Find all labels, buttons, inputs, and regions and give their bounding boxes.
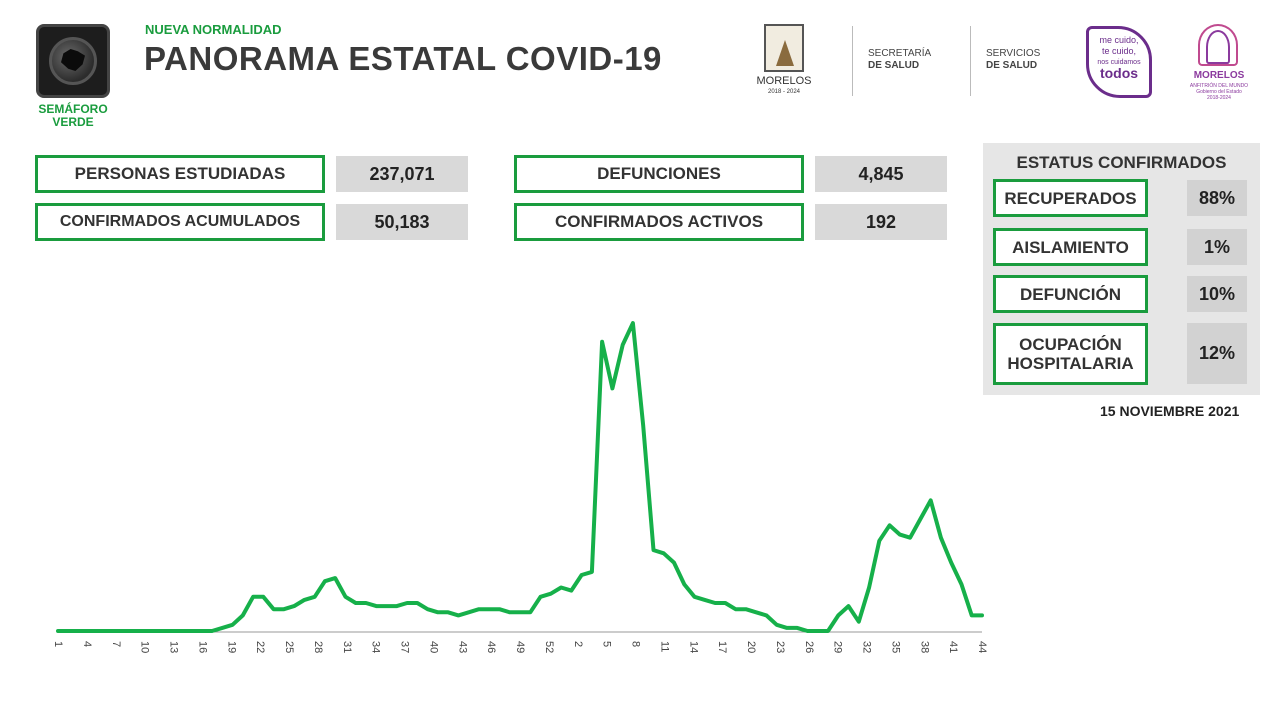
morelos-logo: MORELOS 2018 - 2024 — [752, 24, 816, 98]
x-tick-label: 37 — [399, 641, 411, 653]
x-tick-label: 10 — [139, 641, 151, 653]
confirmados-acumulados-value: 50,183 — [336, 204, 468, 240]
flower-logo-sub: ANFITRIÓN DEL MUNDO Gobierno del Estado … — [1186, 83, 1252, 101]
morelos-logo-years: 2018 - 2024 — [767, 89, 801, 95]
x-tick-label: 46 — [485, 641, 497, 653]
x-tick-label: 14 — [687, 641, 699, 653]
x-tick-label: 1 — [52, 641, 64, 647]
mecuido-line2: te cuido, — [1101, 46, 1137, 56]
x-tick-label: 8 — [630, 641, 642, 647]
x-tick-label: 19 — [225, 641, 237, 653]
x-tick-label: 7 — [110, 641, 122, 647]
ocupacion-label-line1: OCUPACIÓN — [1019, 335, 1122, 354]
page-title: PANORAMA ESTATAL COVID-19 — [144, 40, 662, 77]
state-map-icon — [61, 49, 85, 71]
x-tick-label: 41 — [947, 641, 959, 653]
x-tick-label: 13 — [168, 641, 180, 653]
x-tick-label: 32 — [861, 641, 873, 653]
x-tick-label: 20 — [745, 641, 757, 653]
x-tick-label: 4 — [81, 641, 93, 647]
secretaria-line2: DE SALUD — [868, 60, 920, 71]
flower-icon — [1198, 24, 1238, 66]
me-cuido-logo: me cuido, te cuido, nos cuidamos todos — [1086, 26, 1152, 98]
mecuido-line4: todos — [1099, 65, 1139, 81]
mecuido-line3: nos cuidamos — [1097, 59, 1141, 66]
confirmados-activos-value: 192 — [815, 204, 947, 240]
divider — [852, 26, 853, 96]
defunciones-label: DEFUNCIONES — [514, 155, 804, 193]
ocupacion-label-line2: HOSPITALARIA — [1007, 354, 1134, 373]
confirmados-acumulados-label: CONFIRMADOS ACUMULADOS — [35, 203, 325, 241]
personas-estudiadas-label: PERSONAS ESTUDIADAS — [35, 155, 325, 193]
defuncion-value: 10% — [1187, 276, 1247, 312]
x-tick-label: 44 — [976, 641, 988, 653]
x-tick-label: 38 — [918, 641, 930, 653]
x-tick-label: 23 — [774, 641, 786, 653]
defunciones-value: 4,845 — [815, 156, 947, 192]
x-tick-label: 35 — [889, 641, 901, 653]
x-tick-label: 11 — [658, 641, 670, 652]
morelos-logo-name: MORELOS — [756, 75, 812, 87]
x-tick-label: 17 — [716, 641, 728, 653]
x-tick-label: 31 — [341, 641, 353, 653]
status-panel: ESTATUS CONFIRMADOS RECUPERADOS 88% AISL… — [983, 143, 1260, 395]
x-tick-label: 52 — [543, 641, 555, 653]
x-tick-label: 22 — [254, 641, 266, 653]
x-tick-label: 26 — [803, 641, 815, 653]
x-tick-label: 16 — [196, 641, 208, 653]
servicios-line2: DE SALUD — [986, 60, 1038, 71]
semaforo-label: SEMÁFORO VERDE — [38, 102, 108, 129]
secretaria-logo: SECRETARÍA DE SALUD — [868, 48, 931, 72]
x-tick-label: 28 — [312, 641, 324, 653]
x-tick-label: 43 — [456, 641, 468, 653]
series-line-casos — [56, 321, 984, 633]
report-date: 15 NOVIEMBRE 2021 — [1100, 403, 1240, 419]
x-tick-label: 29 — [832, 641, 844, 653]
servicios-line1: SERVICIOS — [986, 48, 1041, 59]
aislamiento-value: 1% — [1187, 229, 1247, 265]
ocupacion-label: OCUPACIÓN HOSPITALARIA — [993, 323, 1148, 385]
flower-logo-sub2: Gobierno del Estado — [1196, 89, 1242, 95]
recuperados-label: RECUPERADOS — [993, 179, 1148, 217]
flower-inner-icon — [1206, 30, 1230, 64]
ocupacion-value: 12% — [1187, 323, 1247, 384]
flower-logo-name: MORELOS — [1193, 70, 1245, 81]
morelos-flower-logo: MORELOS ANFITRIÓN DEL MUNDO Gobierno del… — [1186, 24, 1252, 104]
personas-estudiadas-value: 237,071 — [336, 156, 468, 192]
flower-logo-sub3: 2018-2024 — [1207, 95, 1231, 101]
page-supertitle: NUEVA NORMALIDAD — [145, 22, 282, 37]
defuncion-label: DEFUNCIÓN — [993, 275, 1148, 313]
cases-line-chart: 1 4 7 10 13 16 19 22 25 28 31 34 37 40 43 46 49 52 2 5 8 11 14… — [52, 321, 988, 653]
servicios-logo: SERVICIOS DE SALUD — [986, 48, 1040, 72]
x-tick-label: 5 — [601, 641, 613, 647]
x-tick-label: 34 — [370, 641, 382, 653]
x-tick-label: 40 — [427, 641, 439, 653]
x-tick-label: 49 — [514, 641, 526, 653]
recuperados-value: 88% — [1187, 180, 1247, 216]
semaforo-icon — [36, 24, 110, 98]
traffic-light-icon — [49, 37, 97, 85]
mecuido-line1: me cuido, — [1099, 35, 1139, 45]
aislamiento-label: AISLAMIENTO — [993, 228, 1148, 266]
x-tick-label: 25 — [283, 641, 295, 653]
flower-logo-sub1: ANFITRIÓN DEL MUNDO — [1189, 83, 1249, 89]
status-title: ESTATUS CONFIRMADOS — [1016, 153, 1227, 172]
x-tick-label: 2 — [572, 641, 584, 647]
confirmados-activos-label: CONFIRMADOS ACTIVOS — [514, 203, 804, 241]
secretaria-line1: SECRETARÍA — [868, 48, 932, 59]
divider — [970, 26, 971, 96]
morelos-shield-icon — [764, 24, 804, 72]
